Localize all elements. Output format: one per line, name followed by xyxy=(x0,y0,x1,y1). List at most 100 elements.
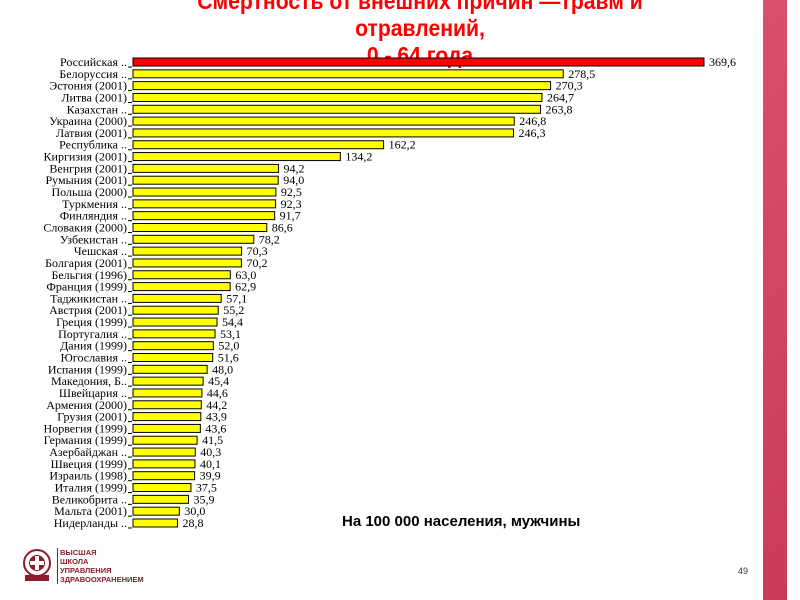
value-label: 264,7 xyxy=(547,90,574,104)
value-label: 43,6 xyxy=(205,421,226,435)
bar xyxy=(132,69,564,79)
value-label: 270,3 xyxy=(556,79,583,93)
value-label: 94,2 xyxy=(284,161,305,175)
bar xyxy=(132,222,268,232)
title-line-2: отравлений, xyxy=(355,15,485,41)
bar xyxy=(132,116,515,126)
category-label: Югославия .. xyxy=(60,351,127,365)
category-label: Туркмения .. xyxy=(62,197,127,211)
bar xyxy=(132,104,542,114)
logo: ВЫСШАЯ ШКОЛА УПРАВЛЕНИЯ ЗДРАВООХРАНЕНИЕМ xyxy=(22,548,144,584)
value-label: 263,8 xyxy=(546,102,573,116)
bar xyxy=(132,234,255,244)
value-label: 44,2 xyxy=(206,398,227,412)
value-label: 55,2 xyxy=(223,303,244,317)
category-label: Латвия (2001) xyxy=(56,126,127,140)
category-label: Болгария (2001) xyxy=(45,256,127,270)
bar xyxy=(132,140,385,150)
value-label: 78,2 xyxy=(259,232,280,246)
bar xyxy=(132,81,552,91)
category-label: Португалия .. xyxy=(58,327,127,341)
logo-line: ВЫСШАЯ xyxy=(60,548,97,557)
bar xyxy=(132,211,276,221)
bar xyxy=(132,506,180,516)
bar xyxy=(132,293,222,303)
logo-emblem-icon xyxy=(23,549,51,581)
category-label: Мальта (2001) xyxy=(54,504,127,518)
bar xyxy=(132,364,208,374)
value-label: 162,2 xyxy=(389,138,416,152)
bar xyxy=(132,305,219,315)
value-label: 37,5 xyxy=(196,481,217,495)
value-label: 35,9 xyxy=(193,492,214,506)
value-label: 86,6 xyxy=(272,220,293,234)
page-number: 49 xyxy=(738,566,749,576)
bar xyxy=(132,400,202,410)
bar xyxy=(132,459,196,469)
category-label: Белоруссия .. xyxy=(59,67,127,81)
bar xyxy=(132,270,231,280)
bar xyxy=(132,57,705,67)
bar xyxy=(132,483,192,493)
category-label: Великобрита .. xyxy=(52,492,127,506)
value-label: 70,2 xyxy=(246,256,267,270)
value-label: 278,5 xyxy=(568,67,595,81)
bar xyxy=(132,412,202,422)
category-label: Эстония (2001) xyxy=(49,79,127,93)
value-label: 40,3 xyxy=(200,445,221,459)
category-label: Румыния (2001) xyxy=(45,173,127,187)
category-label: Венгрия (2001) xyxy=(49,161,127,175)
category-label: Украина (2000) xyxy=(49,114,127,128)
category-label: Финляндия .. xyxy=(60,209,127,223)
value-label: 43,9 xyxy=(206,410,227,424)
category-label: Словакия (2000) xyxy=(43,220,127,234)
bar xyxy=(132,353,214,362)
category-label: Греция (1999) xyxy=(56,315,127,329)
bar xyxy=(132,494,189,504)
logo-text: ВЫСШАЯ ШКОЛА УПРАВЛЕНИЯ ЗДРАВООХРАНЕНИЕМ xyxy=(57,548,144,584)
value-label: 51,6 xyxy=(218,351,239,365)
category-label: Испания (1999) xyxy=(48,362,127,376)
category-label: Армения (2000) xyxy=(46,398,127,412)
bar xyxy=(132,518,178,528)
category-label: Бельгия (1996) xyxy=(51,268,127,282)
value-label: 39,9 xyxy=(200,469,221,483)
value-label: 48,0 xyxy=(212,362,233,376)
bar xyxy=(132,388,203,398)
category-label: Киргизия (2001) xyxy=(44,150,127,164)
bar xyxy=(132,92,543,102)
bar xyxy=(132,376,204,386)
value-label: 53,1 xyxy=(220,327,241,341)
value-label: 62,9 xyxy=(235,280,256,294)
category-label: Российская .. xyxy=(60,55,127,69)
category-label: Литва (2001) xyxy=(61,90,127,104)
bar xyxy=(132,199,277,209)
value-label: 92,5 xyxy=(281,185,302,199)
category-label: Дания (1999) xyxy=(60,339,127,353)
bar xyxy=(132,246,243,256)
value-label: 134,2 xyxy=(345,150,372,164)
value-label: 91,7 xyxy=(280,209,301,223)
logo-line: УПРАВЛЕНИЯ xyxy=(60,566,112,575)
logo-line: ЗДРАВООХРАНЕНИЕМ xyxy=(60,575,144,584)
value-label: 41,5 xyxy=(202,433,223,447)
title-line-1: Смертность от внешних причин —травм и xyxy=(197,0,643,14)
category-label: Израиль (1998) xyxy=(49,469,127,483)
category-label: Италия (1999) xyxy=(55,481,127,495)
category-label: Казахстан .. xyxy=(67,102,127,116)
category-label: Нидерланды .. xyxy=(54,516,127,530)
value-label: 28,8 xyxy=(182,516,203,530)
category-label: Таджикистан .. xyxy=(50,291,127,305)
value-label: 57,1 xyxy=(226,291,247,305)
value-label: 70,3 xyxy=(247,244,268,258)
value-label: 30,0 xyxy=(184,504,205,518)
value-label: 92,3 xyxy=(281,197,302,211)
bar xyxy=(132,282,231,292)
bar xyxy=(132,128,515,138)
value-label: 40,1 xyxy=(200,457,221,471)
value-label: 54,4 xyxy=(222,315,243,329)
value-label: 44,6 xyxy=(207,386,228,400)
category-label: Республика .. xyxy=(59,138,127,152)
category-label: Грузия (2001) xyxy=(57,410,127,424)
category-label: Швеция (1999) xyxy=(51,457,127,471)
